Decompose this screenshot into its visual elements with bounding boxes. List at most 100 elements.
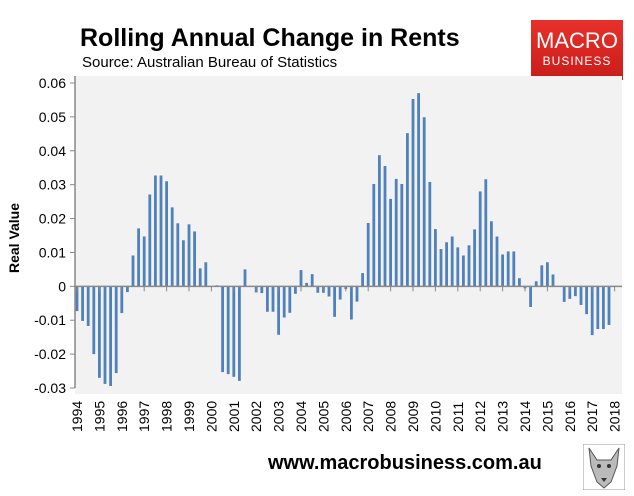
y-tick-label: 0.02 (39, 211, 66, 227)
bar (490, 221, 493, 287)
bar (372, 183, 376, 287)
bar (467, 245, 471, 287)
bar (361, 273, 364, 287)
x-tick-label: 2012 (472, 401, 488, 432)
bar (428, 181, 432, 287)
bar (417, 93, 420, 287)
bar (394, 178, 398, 287)
x-tick-label: 2015 (539, 401, 555, 432)
bar (294, 286, 297, 294)
plot-area (75, 76, 622, 394)
bar (271, 286, 275, 312)
x-tick-label: 1994 (69, 401, 85, 432)
bar (288, 286, 292, 313)
bar (260, 286, 264, 294)
bar (411, 98, 415, 287)
bar (422, 117, 426, 287)
bar (607, 286, 611, 325)
chart-source: Source: Australian Bureau of Statistics (82, 54, 338, 71)
x-tick-label: 2009 (405, 401, 421, 432)
bar (92, 286, 96, 355)
bar (109, 286, 112, 386)
bar (512, 251, 516, 287)
bar (562, 286, 566, 302)
bar (159, 175, 163, 287)
bar (266, 286, 269, 312)
bar (327, 286, 331, 297)
x-tick-label: 2002 (248, 401, 264, 432)
bar (310, 274, 314, 287)
y-tick-label: -0.03 (34, 380, 66, 396)
y-axis-label: Real Value (6, 203, 22, 273)
bar (131, 255, 135, 287)
bar (366, 222, 370, 287)
bar (456, 247, 460, 287)
website-url: www.macrobusiness.com.au (268, 452, 542, 474)
bar (568, 286, 572, 299)
x-tick-label: 1996 (114, 401, 130, 432)
bar (462, 255, 465, 287)
x-tick-label: 1997 (136, 401, 152, 432)
bar (176, 223, 180, 287)
bar (142, 236, 146, 287)
bar (434, 229, 437, 287)
bar (473, 229, 476, 287)
bar (221, 286, 224, 373)
bar (198, 268, 202, 287)
bar (238, 286, 241, 381)
y-tick-label: -0.02 (34, 346, 66, 362)
bar (120, 286, 124, 314)
bar (338, 286, 342, 300)
bar (305, 282, 308, 287)
x-tick-label: 1999 (181, 401, 197, 432)
wolf-icon (583, 444, 625, 490)
bar (333, 286, 336, 317)
y-tick-label: 0 (58, 278, 66, 294)
bar (602, 286, 605, 330)
bar (299, 270, 303, 287)
bar (86, 286, 90, 326)
bar (126, 286, 129, 293)
bar (350, 286, 353, 320)
x-tick-label: 2011 (450, 402, 466, 432)
x-tick-label: 1998 (159, 401, 175, 432)
x-tick-label: 2001 (226, 401, 242, 432)
logo-line1: MACRO (536, 28, 618, 53)
y-tick-label: 0.01 (39, 244, 66, 260)
y-tick-label: 0.04 (39, 143, 66, 159)
bar (81, 286, 84, 321)
bar (439, 249, 443, 287)
bar (232, 286, 236, 377)
bar (540, 265, 544, 287)
x-tick-label: 2018 (607, 401, 623, 432)
bar (596, 286, 600, 330)
x-tick-label: 2005 (315, 401, 331, 432)
bar (355, 286, 359, 302)
bar (389, 198, 392, 287)
bar (103, 286, 107, 384)
bar (187, 224, 191, 287)
bar (574, 286, 577, 297)
bar (484, 179, 488, 287)
bar (154, 175, 157, 287)
bar (98, 286, 101, 378)
y-tick-label: 0.05 (39, 109, 66, 125)
bar (478, 191, 482, 287)
bar (165, 181, 168, 287)
bar (182, 240, 185, 287)
bar (282, 286, 286, 318)
bar (114, 286, 118, 374)
x-tick-label: 2016 (562, 401, 578, 432)
bar (546, 262, 549, 287)
x-tick-label: 2010 (427, 401, 443, 432)
bar (518, 278, 521, 287)
bar (193, 231, 196, 287)
y-tick-label: 0.03 (39, 177, 66, 193)
bar (501, 254, 504, 287)
bar (400, 183, 404, 287)
x-tick-label: 2003 (271, 401, 287, 432)
bar (277, 286, 280, 335)
bar (316, 286, 320, 293)
x-tick-label: 2017 (584, 401, 600, 432)
